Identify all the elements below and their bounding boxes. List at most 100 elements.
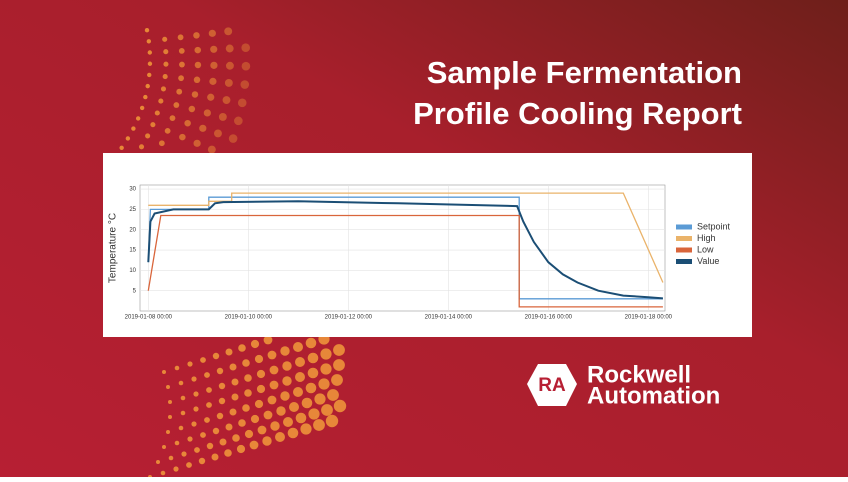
decor-dot	[187, 436, 193, 442]
decor-dot	[300, 423, 312, 435]
decor-dot	[224, 27, 233, 36]
decor-dot	[178, 380, 184, 386]
decor-dot	[225, 61, 234, 70]
decor-dot	[214, 129, 222, 138]
decor-dot	[193, 406, 199, 412]
decor-dot	[204, 372, 210, 378]
series-line	[147, 214, 663, 308]
decor-dot	[228, 134, 238, 143]
decor-dot	[244, 389, 252, 397]
decor-dot	[229, 408, 237, 416]
decor-dot	[212, 427, 220, 435]
decor-dot	[321, 404, 333, 416]
legend-label: Setpoint	[697, 221, 731, 231]
decor-dot	[295, 372, 305, 382]
x-tick-label: 2019-01-08 00:00	[125, 315, 173, 321]
decor-dot	[308, 408, 320, 420]
decor-dot	[194, 61, 202, 69]
decor-dot	[178, 75, 184, 82]
decor-dot	[164, 127, 171, 134]
decor-dot	[313, 419, 325, 431]
decor-dot	[218, 397, 226, 405]
y-tick-label: 15	[129, 248, 136, 254]
decor-dot	[179, 133, 186, 141]
decor-dot	[168, 400, 172, 404]
decor	[119, 27, 347, 479]
y-tick-label: 30	[129, 187, 136, 193]
decor-dot	[238, 344, 246, 352]
decor-dot	[194, 46, 202, 54]
decor-dot	[231, 393, 239, 401]
decor-dot	[166, 385, 170, 389]
decor-dot	[176, 88, 183, 95]
decor-dot	[145, 133, 151, 139]
decor-dot	[188, 105, 196, 113]
decor-dot	[191, 91, 199, 98]
decor-dot	[287, 427, 299, 439]
decor-dot	[150, 122, 156, 128]
decor-dot	[206, 387, 212, 393]
decor-dot	[204, 417, 210, 423]
decor-dot	[199, 124, 207, 132]
decor-dot	[254, 354, 264, 364]
decor-dot	[320, 363, 332, 375]
decor-dot	[200, 432, 206, 438]
decor-dot	[212, 352, 220, 360]
decor-dot	[283, 417, 293, 427]
decor-dot	[231, 378, 239, 386]
decor-dot	[191, 376, 197, 382]
x-tick-label: 2019-01-18 00:00	[625, 315, 673, 321]
decor-dot	[242, 404, 250, 412]
decor-dot	[242, 359, 250, 367]
decor-dot	[160, 86, 167, 92]
decor-dot	[293, 342, 303, 352]
decor-dot	[320, 348, 332, 360]
decor-dot	[169, 115, 176, 122]
decor-dot	[325, 414, 339, 428]
decor-dot	[225, 44, 234, 53]
decor-dot	[146, 39, 152, 44]
decor-dot	[314, 393, 326, 405]
brand-name: Automation	[587, 382, 720, 409]
decor-dot	[178, 48, 185, 54]
decor-dot	[307, 367, 319, 379]
decor-dot	[166, 430, 170, 434]
decor-dot	[238, 419, 246, 427]
decor-dot	[207, 93, 215, 101]
decor-dot	[276, 406, 286, 416]
decor-dot	[307, 352, 319, 364]
decor-dot	[295, 412, 307, 424]
decor-dot	[293, 387, 303, 397]
decor-dot	[305, 337, 317, 349]
decor-dot	[244, 374, 252, 382]
decor-dot	[179, 61, 185, 68]
decor-dot	[250, 414, 260, 424]
decor-dot	[244, 429, 254, 439]
decor-dot	[168, 455, 174, 461]
legend-label: Value	[697, 256, 719, 266]
decor-dot	[218, 112, 227, 121]
decor-dot	[280, 346, 290, 356]
decor-dot	[234, 116, 243, 126]
decor-dot	[216, 412, 224, 420]
decor-dot	[162, 445, 166, 449]
legend-swatch	[676, 247, 692, 253]
decor-dot	[218, 382, 226, 390]
legend-label: High	[697, 233, 716, 243]
legend-label: Low	[697, 244, 714, 254]
decor-dot	[206, 402, 212, 408]
decor-dot	[222, 96, 231, 104]
decor-dot	[333, 399, 347, 413]
decor-dot	[180, 410, 186, 416]
y-axis-label: Temperature °C	[108, 213, 119, 283]
decor-dot	[289, 402, 299, 412]
y-tick-label: 10	[129, 268, 136, 274]
decor-dot	[270, 421, 280, 431]
y-tick-label: 25	[129, 207, 136, 213]
decor-dot	[236, 444, 246, 454]
decor-dot	[177, 34, 184, 41]
decor-dot	[206, 442, 214, 450]
decor-dot	[173, 466, 179, 472]
decor-dot	[207, 145, 216, 154]
decor-dot	[158, 98, 164, 104]
